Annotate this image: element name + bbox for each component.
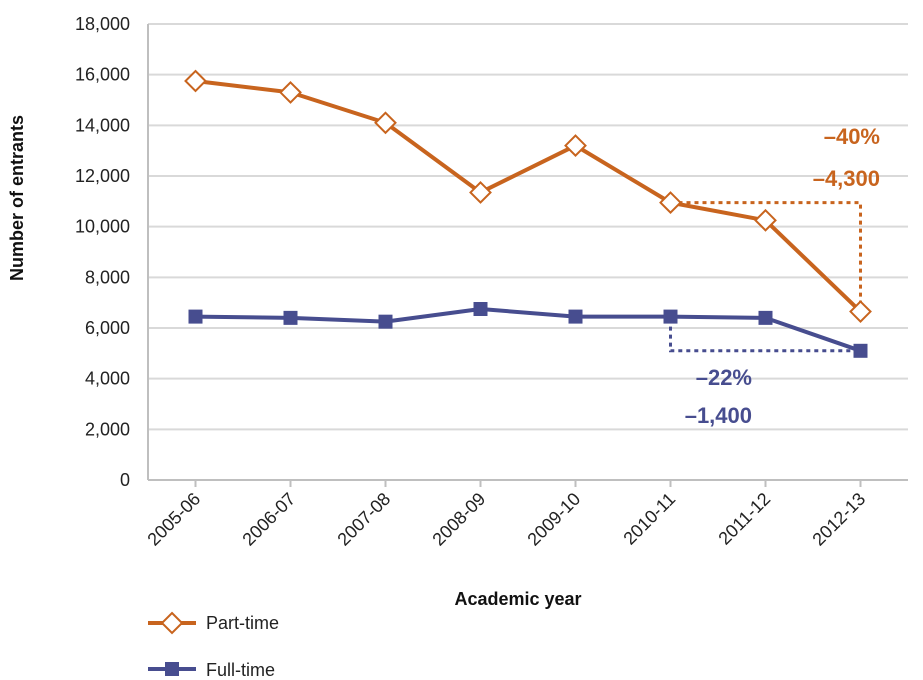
data-point <box>374 111 397 135</box>
x-tick-label: 2012-13 <box>808 489 869 550</box>
full-time-change-label: –1,400 <box>685 403 752 428</box>
gridlines <box>148 23 908 431</box>
data-point <box>849 300 872 323</box>
x-tick-label: 2007-08 <box>333 489 394 550</box>
x-tick-label: 2009-10 <box>523 489 584 550</box>
data-point <box>754 208 777 232</box>
legend-item-full-time: Full-time <box>148 660 275 680</box>
legend: Part-time Full-time <box>148 611 279 680</box>
full-time-change-bracket <box>669 326 851 353</box>
part-time-change-label: –4,300 <box>813 166 880 191</box>
series <box>184 69 872 358</box>
y-tick-label: 6,000 <box>85 318 130 338</box>
x-tick-label: 2011-12 <box>714 489 774 549</box>
data-point <box>853 343 868 358</box>
data-point <box>184 69 207 93</box>
y-tick-labels: 0 2,000 4,000 6,000 8,000 10,000 12,000 14,000 1… <box>75 14 130 490</box>
data-point <box>378 314 393 329</box>
axes <box>147 24 908 487</box>
y-axis-title: Number of entrants <box>7 115 27 281</box>
x-tick-labels: 2005-06 2006-07 2007-08 2008-09 2009-10 2010-… <box>143 489 869 550</box>
y-tick-label: 4,000 <box>85 369 130 389</box>
series-line-full-time <box>195 307 862 353</box>
series-line-part-time <box>195 79 862 313</box>
y-tick-label: 14,000 <box>75 115 130 135</box>
x-tick-label: 2005-06 <box>143 489 204 550</box>
data-point <box>758 310 773 325</box>
series-full-time <box>188 302 868 358</box>
annotations: –40% –4,300 –22% –1,400 <box>669 124 880 428</box>
x-axis-title: Academic year <box>454 589 581 609</box>
data-point <box>188 309 203 324</box>
x-tick-label: 2008-09 <box>428 489 489 550</box>
legend-marker-part-time <box>160 611 184 635</box>
full-time-percent-label: –22% <box>696 365 752 390</box>
data-point <box>659 191 682 215</box>
part-time-percent-label: –40% <box>824 124 880 149</box>
data-point <box>663 309 678 324</box>
y-tick-label: 10,000 <box>75 217 130 237</box>
data-point <box>568 309 583 324</box>
data-point <box>283 310 298 325</box>
series-part-time <box>184 69 872 323</box>
legend-label-part-time: Part-time <box>206 613 279 633</box>
legend-marker-full-time <box>165 662 179 676</box>
y-tick-label: 2,000 <box>85 419 130 439</box>
data-point <box>473 302 488 316</box>
data-point <box>469 181 492 204</box>
legend-item-part-time: Part-time <box>148 611 279 635</box>
y-tick-label: 8,000 <box>85 267 130 287</box>
x-tick-label: 2006-07 <box>238 489 299 550</box>
y-tick-label: 0 <box>120 470 130 490</box>
legend-label-full-time: Full-time <box>206 660 275 680</box>
x-tick-label: 2010-11 <box>619 489 679 549</box>
data-point <box>279 80 302 104</box>
y-tick-label: 16,000 <box>75 65 130 85</box>
data-point <box>564 134 587 158</box>
y-tick-label: 18,000 <box>75 14 130 34</box>
y-tick-label: 12,000 <box>75 166 130 186</box>
